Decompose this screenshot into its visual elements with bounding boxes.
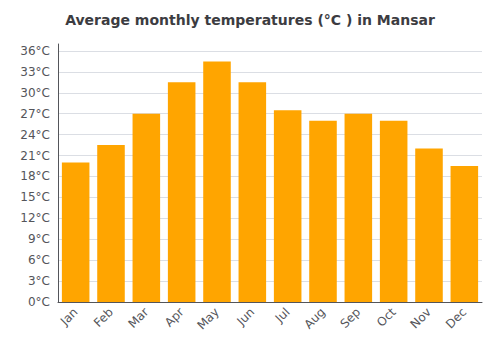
svg-text:Apr: Apr — [162, 305, 187, 330]
svg-text:36°C: 36°C — [20, 44, 50, 58]
svg-text:Average monthly temperatures (: Average monthly temperatures (°C ) in Ma… — [65, 12, 435, 28]
svg-text:9°C: 9°C — [28, 232, 50, 246]
svg-text:May: May — [195, 305, 222, 332]
svg-text:33°C: 33°C — [20, 65, 50, 79]
svg-text:Oct: Oct — [374, 305, 399, 330]
svg-text:27°C: 27°C — [20, 107, 50, 121]
svg-text:12°C: 12°C — [20, 211, 50, 225]
svg-text:Feb: Feb — [91, 305, 116, 330]
svg-text:Mar: Mar — [125, 305, 151, 331]
svg-text:Jun: Jun — [233, 305, 257, 329]
svg-text:15°C: 15°C — [20, 190, 50, 204]
svg-text:24°C: 24°C — [20, 128, 50, 142]
svg-text:21°C: 21°C — [20, 149, 50, 163]
svg-text:6°C: 6°C — [28, 253, 50, 267]
svg-text:Jul: Jul — [272, 305, 293, 326]
svg-text:30°C: 30°C — [20, 86, 50, 100]
svg-text:Nov: Nov — [408, 305, 434, 331]
svg-text:3°C: 3°C — [28, 274, 50, 288]
svg-text:18°C: 18°C — [20, 169, 50, 183]
svg-text:0°C: 0°C — [28, 295, 50, 309]
svg-text:Sep: Sep — [337, 305, 363, 331]
svg-text:Aug: Aug — [301, 305, 327, 331]
svg-text:Dec: Dec — [443, 305, 469, 331]
svg-text:Jan: Jan — [57, 305, 81, 329]
